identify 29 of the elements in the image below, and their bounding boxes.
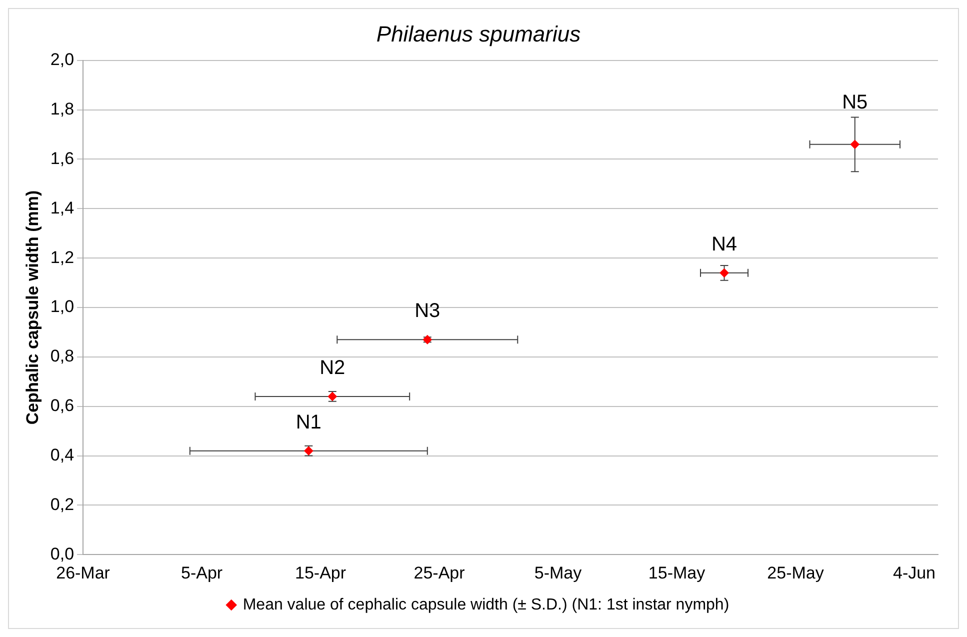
point: [850, 140, 860, 149]
x-tick-label: 15-Apr: [295, 563, 346, 582]
chart-title: Philaenus spumarius: [376, 21, 581, 46]
y-tick-label: 1,4: [50, 198, 74, 218]
x-tick-label: 4-Jun: [892, 563, 936, 582]
y-tick-label: 1,2: [50, 248, 74, 267]
y-axis-title: Cephalic capsule width (mm): [22, 190, 42, 425]
point: [720, 268, 729, 278]
annotation: N1: [296, 411, 322, 434]
x-tick-label: 5-Apr: [180, 563, 223, 582]
y-tick-label: 1,6: [50, 148, 74, 168]
y-tick-label: 1,0: [50, 297, 74, 316]
annotation: N4: [711, 233, 738, 256]
annotation: N5: [842, 92, 868, 114]
x-tick-label: 25-Apr: [414, 563, 466, 582]
y-tick-label: 0,6: [50, 396, 74, 416]
y-tick-label: 2,0: [50, 50, 74, 70]
legend-label: Mean value of cephalic capsule width (± S.D.) (N1: 1st instar nymph): [242, 596, 730, 614]
annotation: N3: [414, 300, 440, 322]
y-tick-label: 0,8: [50, 346, 74, 366]
y-tick-label: 0,4: [50, 445, 74, 464]
annotation: N2: [320, 356, 346, 379]
x-tick-label: 25-May: [767, 563, 824, 582]
x-tick-label: 26-Mar: [56, 563, 110, 582]
x-tick-label: 15-May: [648, 563, 706, 582]
y-tick-label: 0,2: [50, 494, 74, 514]
y-tick-label: 0,0: [50, 544, 74, 564]
y-tick-label: 1,8: [50, 100, 74, 119]
x-tick-label: 5-May: [534, 563, 582, 582]
